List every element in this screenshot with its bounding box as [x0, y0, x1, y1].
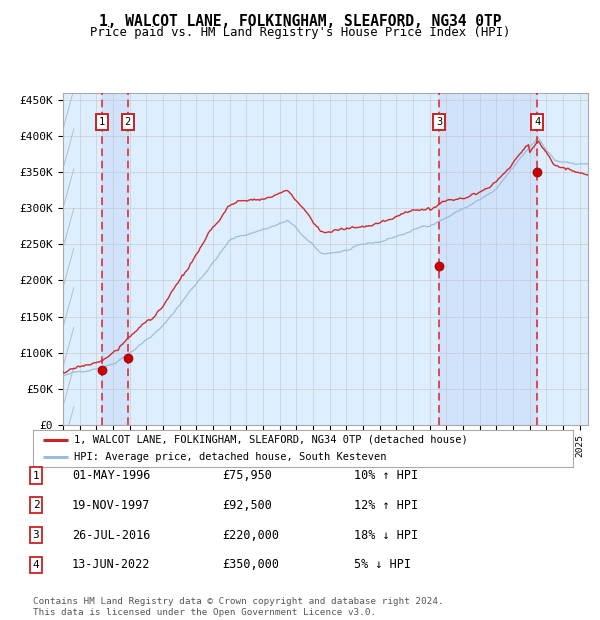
Text: 18% ↓ HPI: 18% ↓ HPI [354, 529, 418, 541]
Text: 13-JUN-2022: 13-JUN-2022 [72, 559, 151, 571]
Text: 4: 4 [534, 117, 540, 127]
Text: 19-NOV-1997: 19-NOV-1997 [72, 499, 151, 511]
Text: 2: 2 [32, 500, 40, 510]
Text: 1, WALCOT LANE, FOLKINGHAM, SLEAFORD, NG34 0TP: 1, WALCOT LANE, FOLKINGHAM, SLEAFORD, NG… [99, 14, 501, 29]
Text: 3: 3 [32, 530, 40, 540]
Bar [439, 93, 537, 425]
Text: Contains HM Land Registry data © Crown copyright and database right 2024.
This d: Contains HM Land Registry data © Crown c… [33, 598, 443, 617]
Text: 1, WALCOT LANE, FOLKINGHAM, SLEAFORD, NG34 0TP (detached house): 1, WALCOT LANE, FOLKINGHAM, SLEAFORD, NG… [74, 435, 467, 445]
Text: 01-MAY-1996: 01-MAY-1996 [72, 469, 151, 482]
Text: 5% ↓ HPI: 5% ↓ HPI [354, 559, 411, 571]
Text: Price paid vs. HM Land Registry's House Price Index (HPI): Price paid vs. HM Land Registry's House … [90, 26, 510, 39]
Text: 1: 1 [32, 471, 40, 480]
Text: £75,950: £75,950 [222, 469, 272, 482]
Text: 1: 1 [99, 117, 105, 127]
Text: 2: 2 [125, 117, 131, 127]
Text: HPI: Average price, detached house, South Kesteven: HPI: Average price, detached house, Sout… [74, 452, 386, 462]
Bar [102, 93, 128, 425]
Text: £92,500: £92,500 [222, 499, 272, 511]
Text: 26-JUL-2016: 26-JUL-2016 [72, 529, 151, 541]
Text: 10% ↑ HPI: 10% ↑ HPI [354, 469, 418, 482]
Text: £220,000: £220,000 [222, 529, 279, 541]
Text: 3: 3 [436, 117, 442, 127]
Text: 12% ↑ HPI: 12% ↑ HPI [354, 499, 418, 511]
Text: 4: 4 [32, 560, 40, 570]
Text: £350,000: £350,000 [222, 559, 279, 571]
